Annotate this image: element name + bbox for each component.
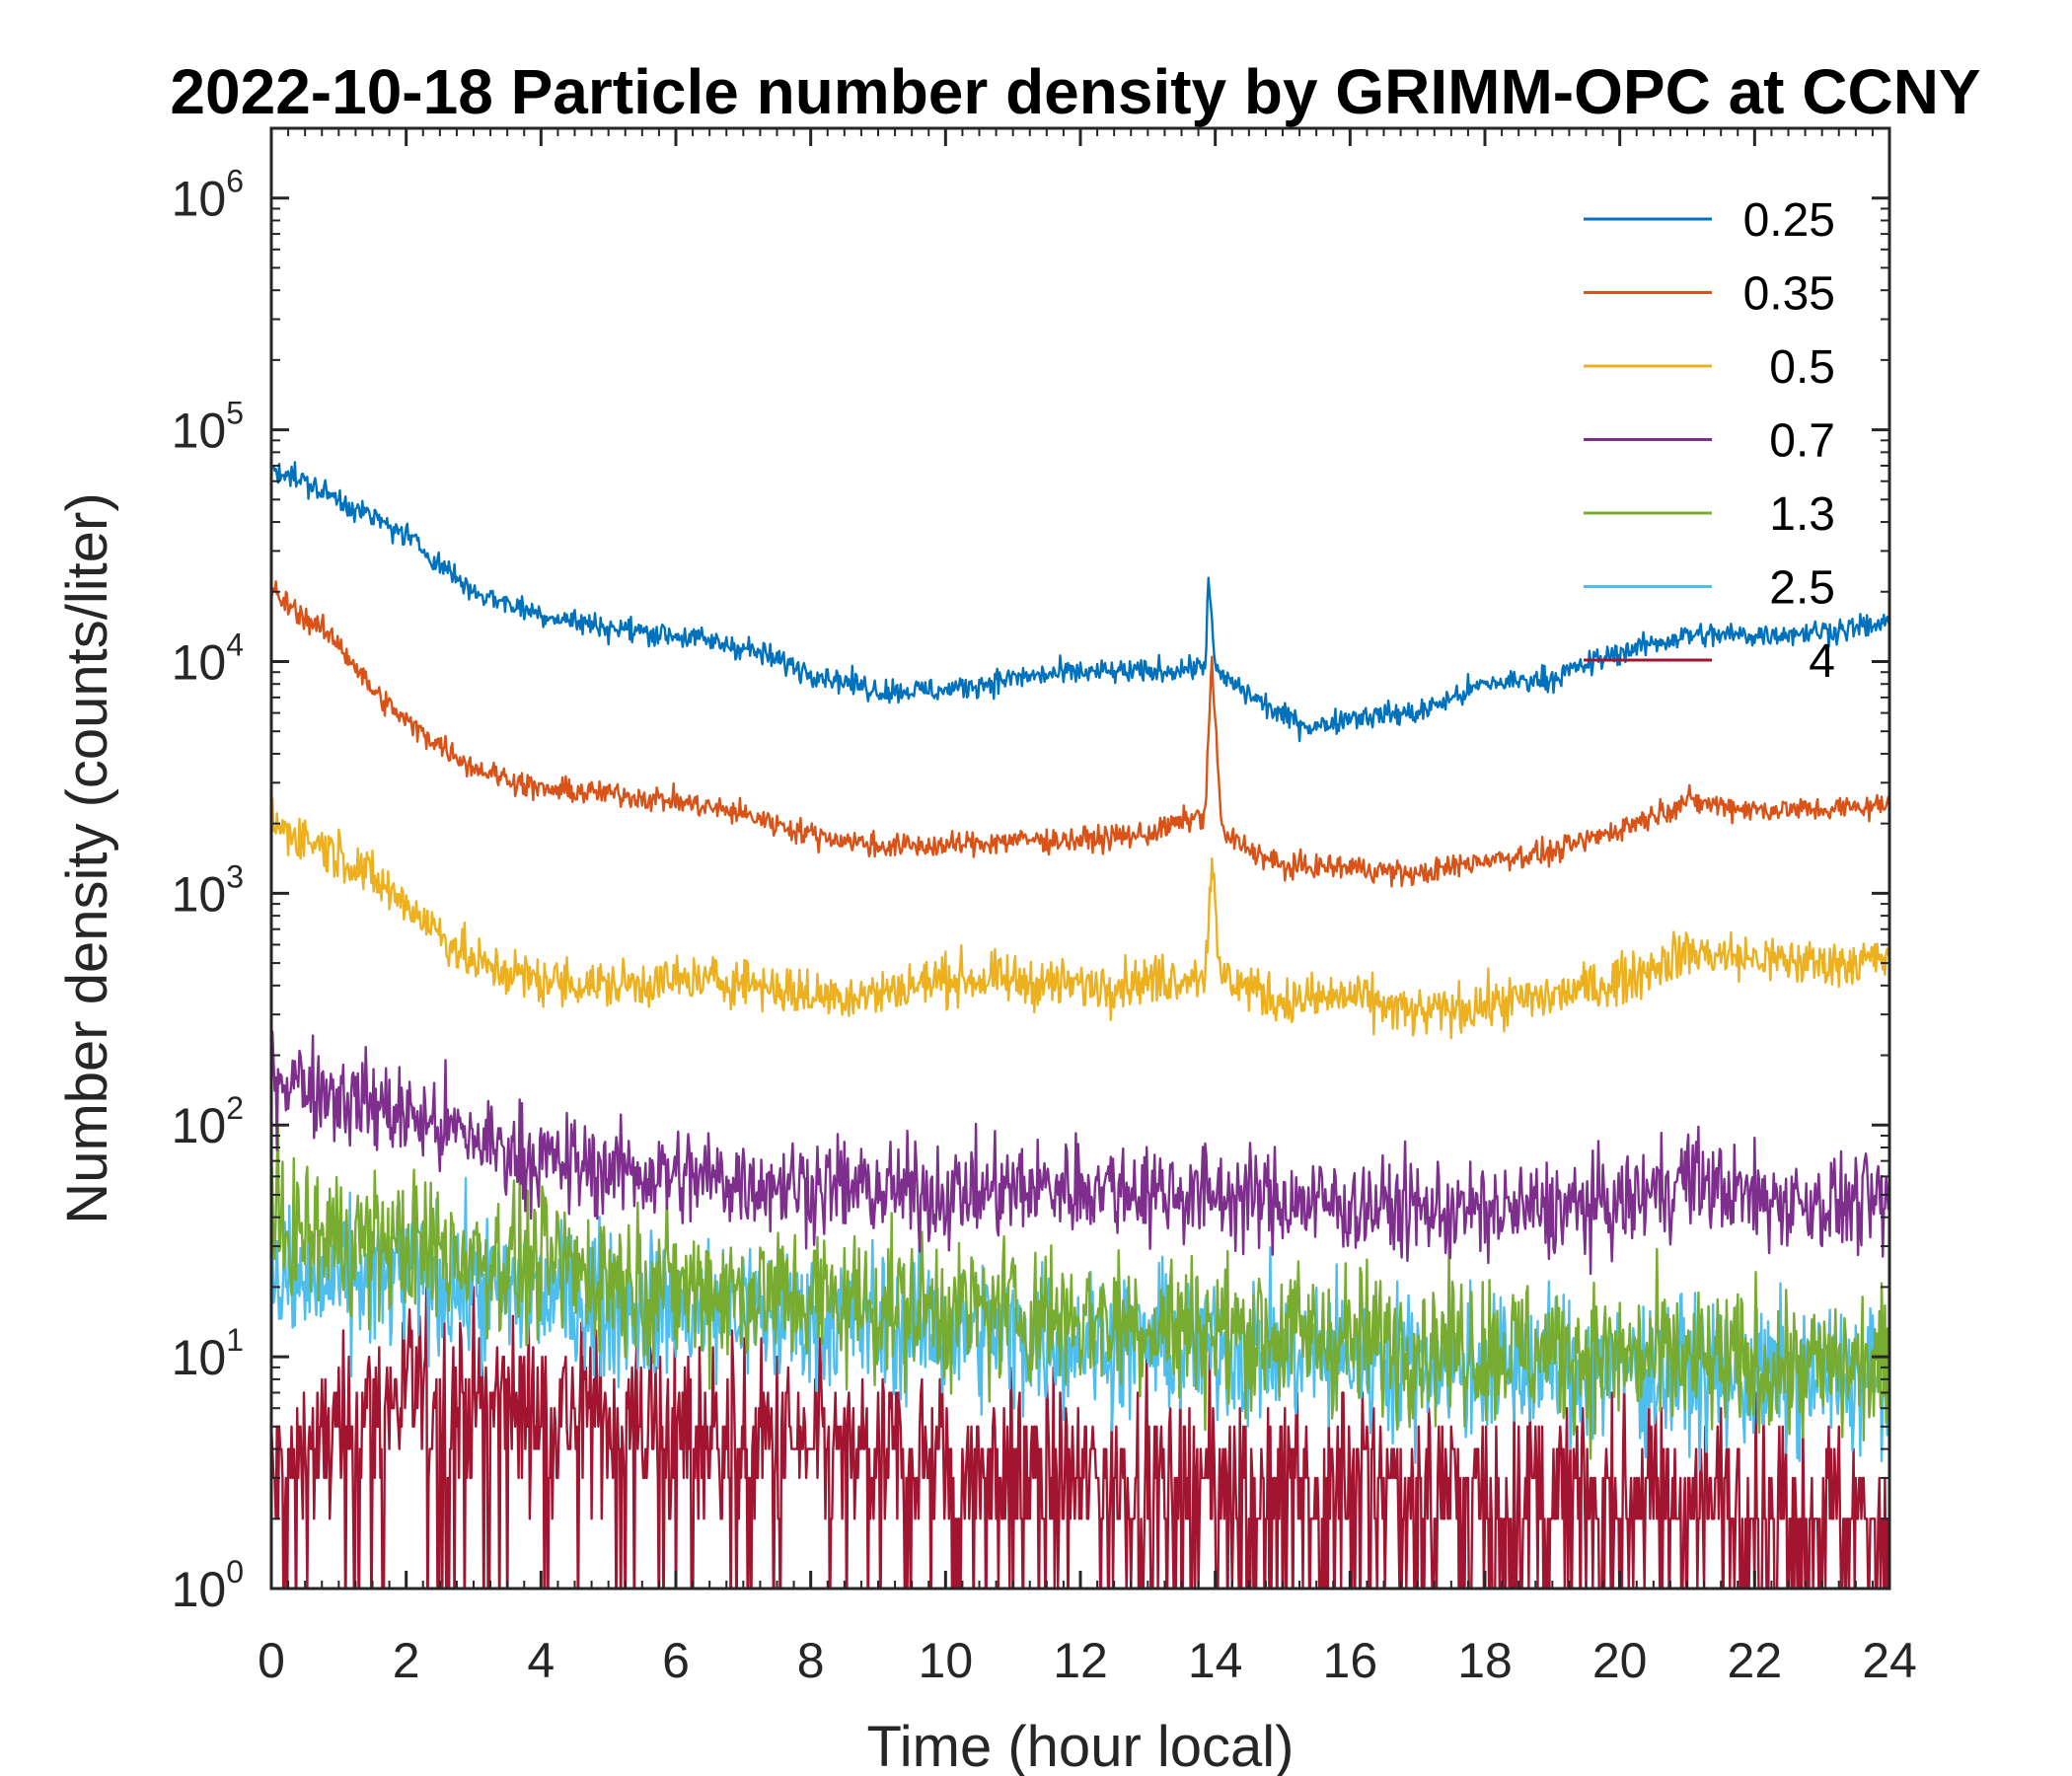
x-tick-label: 16 — [1323, 1633, 1378, 1688]
x-tick-label: 22 — [1728, 1633, 1783, 1688]
series-line-0-35 — [271, 580, 1889, 888]
y-tick-label: 104 — [172, 627, 244, 690]
legend-item-0-7: 0.7 — [1584, 415, 1835, 468]
legend-label: 2.5 — [1769, 562, 1835, 615]
x-tick-label: 0 — [258, 1633, 285, 1688]
legend-item-0-25: 0.25 — [1584, 194, 1835, 247]
x-axis: 0 2 4 6 8 10 12 14 16 18 20 22 24 — [258, 128, 1917, 1688]
series-line-4 — [271, 1286, 1889, 1589]
y-axis: 100 101 102 103 104 105 106 — [172, 164, 1889, 1617]
y-tick-label: 100 — [172, 1554, 244, 1617]
legend-label: 4 — [1809, 635, 1835, 688]
legend: 0.25 0.35 0.5 0.7 1.3 2.5 4 — [1584, 194, 1835, 688]
series-layer — [271, 461, 1889, 1589]
series-line-0-25 — [271, 461, 1889, 743]
series-line-1-3 — [271, 1126, 1889, 1460]
legend-item-4: 4 — [1584, 635, 1835, 688]
x-tick-label: 24 — [1862, 1633, 1917, 1688]
legend-label: 0.5 — [1769, 341, 1835, 394]
legend-label: 0.35 — [1743, 268, 1835, 321]
legend-label: 0.7 — [1769, 415, 1835, 468]
x-tick-label: 10 — [919, 1633, 974, 1688]
y-tick-label: 102 — [172, 1090, 244, 1153]
x-tick-label: 20 — [1592, 1633, 1648, 1688]
legend-item-0-35: 0.35 — [1584, 268, 1835, 321]
y-tick-label: 103 — [172, 858, 244, 922]
x-axis-label: Time (hour local) — [867, 1715, 1295, 1776]
x-tick-label: 4 — [527, 1633, 555, 1688]
chart-title: 2022-10-18 Particle number density by GR… — [170, 56, 1980, 127]
y-tick-label: 106 — [172, 164, 244, 227]
legend-label: 1.3 — [1769, 488, 1835, 541]
series-line-0-5 — [271, 797, 1889, 1040]
y-axis-label: Number density (counts/liter) — [55, 492, 119, 1223]
legend-label: 0.25 — [1743, 194, 1835, 247]
minor-ticks — [271, 127, 1889, 1589]
x-tick-label: 6 — [662, 1633, 690, 1688]
legend-item-0-5: 0.5 — [1584, 341, 1835, 394]
legend-item-1-3: 1.3 — [1584, 488, 1835, 541]
legend-item-2-5: 2.5 — [1584, 562, 1835, 615]
y-tick-label: 101 — [172, 1322, 244, 1385]
x-tick-label: 12 — [1053, 1633, 1108, 1688]
x-tick-label: 8 — [797, 1633, 825, 1688]
series-line-0-7 — [271, 1030, 1889, 1276]
x-tick-label: 14 — [1188, 1633, 1243, 1688]
x-tick-label: 2 — [393, 1633, 420, 1688]
x-tick-label: 18 — [1457, 1633, 1513, 1688]
y-tick-label: 105 — [172, 396, 244, 459]
